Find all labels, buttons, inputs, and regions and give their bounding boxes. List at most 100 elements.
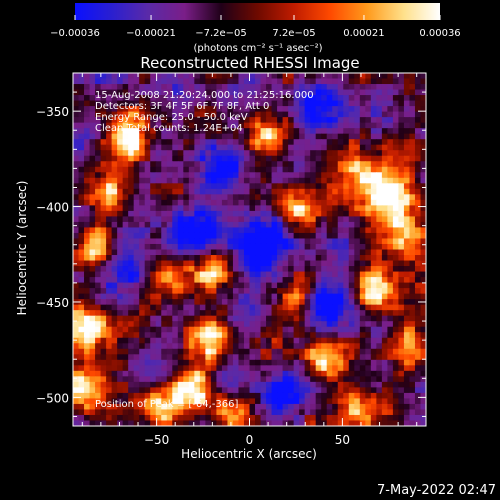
heatmap-cell [183, 249, 190, 256]
heatmap-cell [106, 365, 113, 372]
heatmap-cell [177, 139, 184, 146]
heatmap-cell [392, 304, 400, 311]
heatmap-cell [243, 271, 251, 278]
heatmap-cell [282, 89, 289, 96]
heatmap-cell [370, 387, 377, 394]
heatmap-cell [315, 414, 322, 422]
heatmap-cell [161, 409, 168, 416]
heatmap-cell [255, 183, 262, 190]
heatmap-cell [232, 409, 240, 416]
heatmap-cell [183, 282, 190, 289]
heatmap-cell [128, 150, 135, 157]
heatmap-cell [216, 337, 223, 344]
heatmap-cell [288, 370, 295, 377]
heatmap-cell [321, 271, 328, 278]
heatmap-cell [177, 232, 184, 240]
heatmap-cell [216, 293, 223, 300]
heatmap-cell [106, 271, 113, 278]
heatmap-cell [315, 205, 322, 212]
heatmap-cell [359, 122, 366, 129]
heatmap-cell [166, 354, 173, 361]
heatmap-cell [89, 172, 96, 179]
heatmap-cell [255, 310, 262, 317]
heatmap-cell [194, 188, 201, 195]
y-axis-label: Heliocentric Y (arcsec) [15, 181, 29, 316]
heatmap-cell [73, 78, 80, 85]
heatmap-cell [117, 139, 124, 146]
heatmap-cell [133, 111, 140, 118]
heatmap-cell [326, 205, 333, 212]
heatmap-cell [100, 95, 107, 102]
heatmap-cell [354, 84, 361, 91]
heatmap-cell [288, 194, 295, 201]
heatmap-cell [376, 277, 383, 284]
heatmap-cell [221, 288, 229, 295]
heatmap-cell [194, 332, 201, 339]
heatmap-cell [139, 370, 146, 377]
heatmap-cell [95, 354, 102, 361]
heatmap-cell [387, 337, 394, 344]
heatmap-cell [243, 354, 251, 361]
heatmap-cell [266, 133, 273, 140]
heatmap-cell [188, 376, 195, 383]
heatmap-cell [122, 409, 129, 416]
heatmap-cell [381, 299, 388, 306]
heatmap-cell [89, 315, 96, 322]
heatmap-cell [293, 398, 300, 405]
heatmap-cell [73, 420, 80, 426]
heatmap-cell [128, 139, 135, 146]
heatmap-cell [249, 172, 256, 179]
heatmap-cell [403, 188, 411, 195]
heatmap-cell [144, 194, 151, 201]
heatmap-cell [161, 84, 168, 91]
heatmap-cell [271, 177, 278, 184]
heatmap-cell [73, 221, 80, 229]
heatmap-cell [288, 188, 295, 195]
heatmap-cell [221, 277, 229, 284]
heatmap-cell [155, 122, 162, 129]
heatmap-cell [249, 255, 256, 262]
heatmap-cell [177, 321, 184, 328]
heatmap-cell [392, 139, 400, 146]
heatmap-cell [288, 128, 295, 135]
heatmap-cell [150, 150, 157, 157]
heatmap-cell [293, 348, 300, 355]
heatmap-cell [216, 392, 223, 400]
heatmap-cell [210, 310, 218, 317]
heatmap-cell [403, 299, 411, 306]
heatmap-cell [343, 337, 350, 344]
heatmap-cell [161, 381, 168, 388]
heatmap-cell [420, 403, 426, 411]
heatmap-cell [293, 381, 300, 388]
heatmap-cell [216, 414, 223, 422]
heatmap-cell [420, 310, 426, 317]
heatmap-cell [249, 216, 256, 223]
heatmap-cell [199, 420, 206, 426]
heatmap-cell [299, 238, 306, 245]
heatmap-cell [144, 359, 151, 366]
heatmap-cell [78, 299, 85, 306]
heatmap-cell [332, 271, 339, 278]
heatmap-cell [392, 392, 400, 400]
heatmap-cell [73, 359, 80, 366]
heatmap-cell [282, 392, 289, 400]
heatmap-cell [321, 78, 328, 85]
heatmap-cell [84, 128, 91, 135]
heatmap-cell [166, 122, 173, 129]
heatmap-cell [299, 376, 306, 383]
heatmap-cell [78, 133, 85, 140]
heatmap-cell [232, 420, 240, 426]
heatmap-cell [249, 100, 256, 107]
heatmap-cell [122, 106, 129, 113]
heatmap-cell [243, 238, 251, 245]
heatmap-cell [216, 117, 223, 124]
heatmap-cell [326, 78, 333, 85]
heatmap-cell [100, 133, 107, 140]
heatmap-cell [139, 414, 146, 422]
heatmap-cell [359, 409, 366, 416]
heatmap-cell [332, 337, 339, 344]
heatmap-cell [73, 177, 80, 184]
heatmap-cell [409, 271, 416, 278]
heatmap-cell [161, 73, 168, 80]
heatmap-cell [409, 266, 416, 273]
